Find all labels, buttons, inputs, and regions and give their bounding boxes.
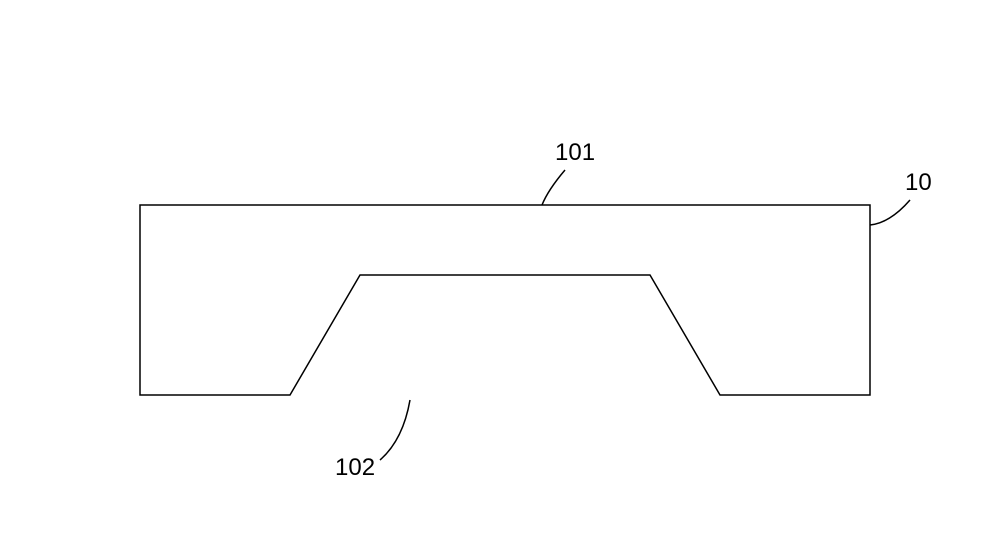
label-102: 102 xyxy=(335,454,375,481)
label-10: 10 xyxy=(905,169,932,196)
diagram-svg: 101 10 102 xyxy=(0,0,1000,542)
leader-101 xyxy=(542,170,565,205)
label-101: 101 xyxy=(555,139,595,166)
leader-102 xyxy=(380,400,410,460)
leader-10 xyxy=(870,200,910,225)
cross-section-shape xyxy=(140,205,870,395)
